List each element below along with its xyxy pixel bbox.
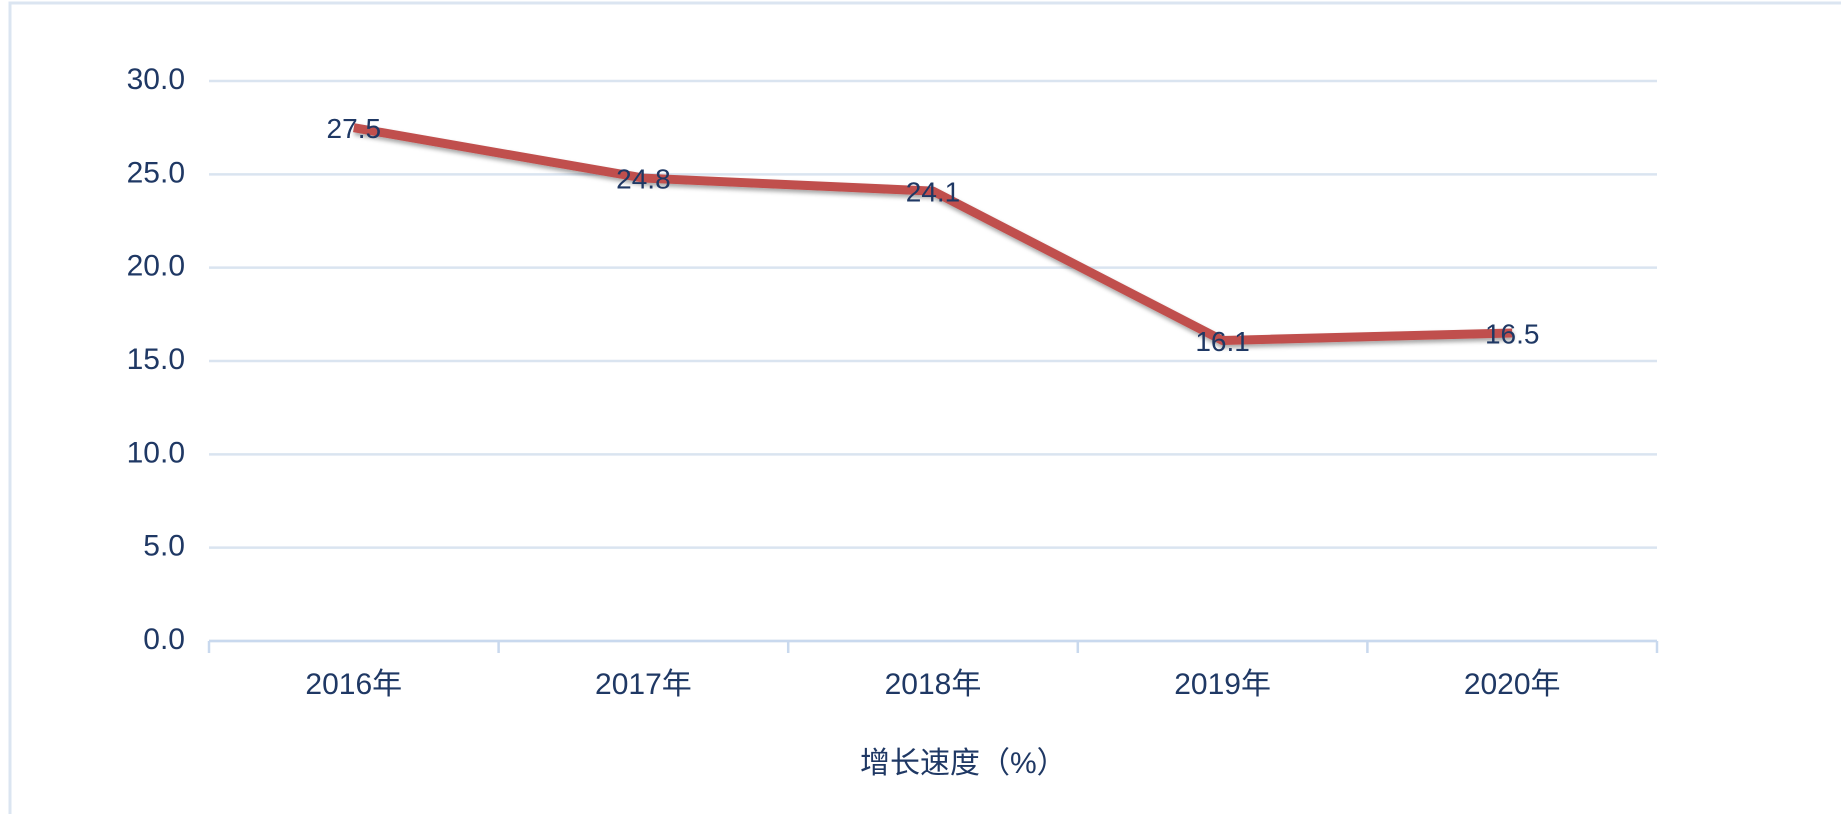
y-tick-label: 20.0: [127, 250, 185, 283]
y-tick-label: 5.0: [143, 530, 185, 563]
x-tick-label: 2020年: [1464, 668, 1561, 701]
x-tick-label: 2017年: [595, 668, 692, 701]
y-tick-label: 0.0: [143, 623, 185, 656]
x-tick-label: 2016年: [305, 668, 402, 701]
data-label: 24.8: [616, 163, 671, 194]
x-tick-label: 2018年: [885, 668, 982, 701]
data-label: 16.5: [1485, 318, 1540, 349]
y-tick-label: 15.0: [127, 343, 185, 376]
x-tick-label: 2019年: [1174, 668, 1271, 701]
chart-border: [8, 1, 1841, 814]
legend-label: 增长速度（%）: [860, 747, 1067, 780]
data-label: 16.1: [1195, 326, 1250, 357]
data-label: 27.5: [327, 113, 382, 144]
y-tick-label: 30.0: [127, 63, 185, 96]
data-label: 24.1: [906, 177, 961, 208]
y-tick-label: 25.0: [127, 156, 185, 189]
data-line: [353, 123, 1513, 345]
y-tick-label: 10.0: [127, 436, 185, 469]
